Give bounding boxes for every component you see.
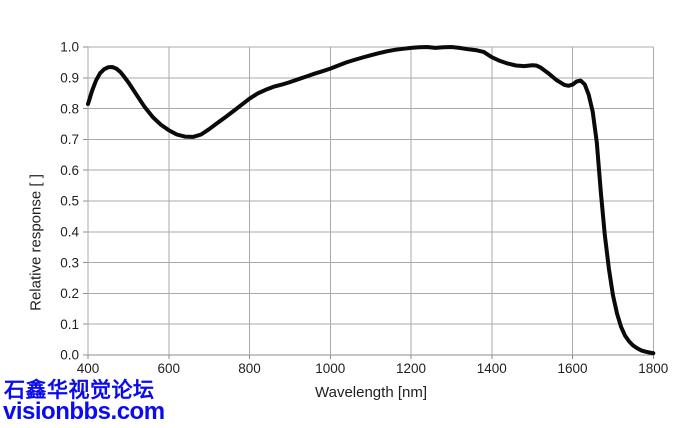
- y-tick-label: 1.0: [60, 40, 79, 55]
- y-tick-label: 0.6: [60, 163, 79, 178]
- y-tick-label: 0.3: [60, 255, 79, 270]
- x-tick-label: 600: [157, 361, 180, 376]
- y-axis-title: Relative response [ ]: [27, 174, 45, 311]
- y-tick-label: 0.9: [60, 71, 79, 86]
- y-tick-label: 0.5: [60, 194, 79, 209]
- y-tick-label: 0.2: [60, 286, 79, 301]
- y-tick-label: 0.0: [60, 348, 79, 363]
- x-tick-label: 400: [77, 361, 100, 376]
- x-tick-label: 1800: [638, 361, 668, 376]
- x-tick-label: 800: [238, 361, 261, 376]
- y-tick-label: 0.8: [60, 101, 79, 116]
- y-tick-label: 0.7: [60, 132, 79, 147]
- x-tick-label: 1200: [396, 361, 426, 376]
- x-axis-title: Wavelength [nm]: [315, 384, 427, 401]
- x-tick-label: 1600: [558, 361, 588, 376]
- watermark-chinese-text: 石鑫华视觉论坛: [4, 379, 155, 402]
- y-tick-label: 0.4: [60, 225, 79, 240]
- y-tick-label: 0.1: [60, 317, 79, 332]
- response-curve: [86, 45, 656, 356]
- watermark-url-text: visionbbs.com: [3, 398, 165, 425]
- x-tick-label: 1000: [315, 361, 345, 376]
- x-tick-label: 1400: [477, 361, 507, 376]
